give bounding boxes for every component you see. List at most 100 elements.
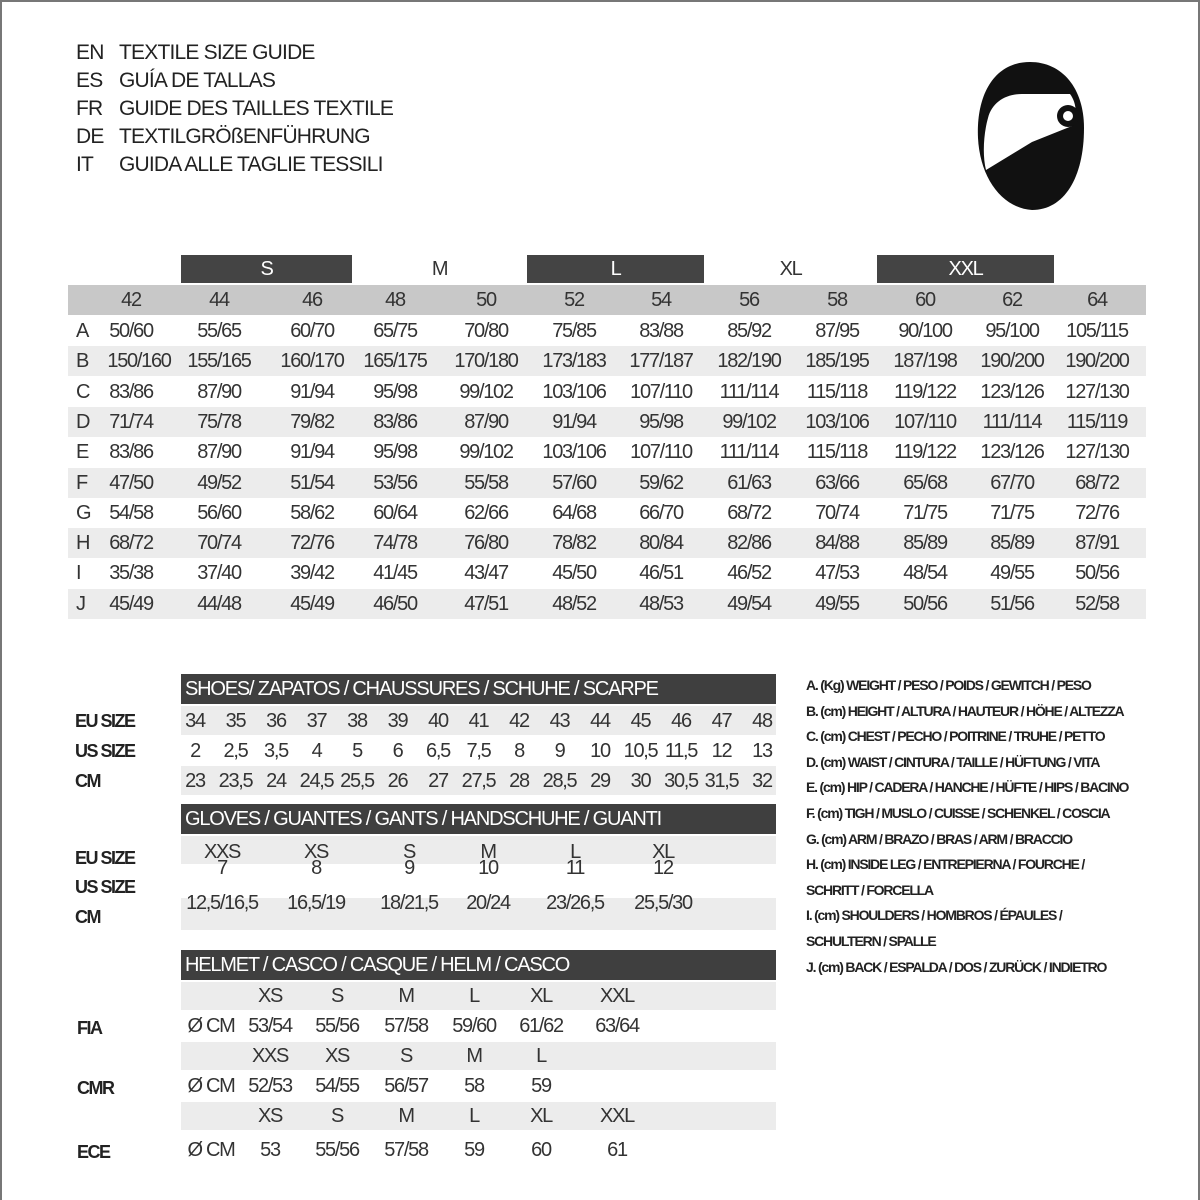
table-cell: 46/51 bbox=[639, 562, 684, 585]
title-line: EN TEXTILE SIZE GUIDE bbox=[76, 41, 315, 65]
table-cell: 61 bbox=[607, 1139, 628, 1161]
table-cell: 85/89 bbox=[903, 532, 948, 555]
legend-item: H. (cm) INSIDE LEG / ENTREPIERNA / FOURC… bbox=[806, 856, 1085, 873]
table-cell: 72/76 bbox=[290, 532, 335, 555]
table-cell: 87/90 bbox=[197, 380, 242, 403]
row-label: EU SIZE bbox=[75, 711, 136, 731]
helmet-standard-label: FIA bbox=[77, 1018, 103, 1038]
table-cell: 59/60 bbox=[452, 1015, 497, 1037]
table-cell: 65/75 bbox=[373, 320, 418, 342]
table-cell: 55/56 bbox=[315, 1015, 360, 1037]
language-code: DE bbox=[76, 125, 104, 148]
table-cell: 173/183 bbox=[542, 350, 607, 373]
table-cell: 71/75 bbox=[903, 501, 948, 524]
table-cell: 18/21,5 bbox=[380, 892, 439, 914]
legend-item: A. (Kg) WEIGHT / PESO / POIDS / GEWITCH … bbox=[806, 677, 1092, 693]
row-stripe bbox=[68, 588, 1146, 619]
size-number: 44 bbox=[209, 289, 230, 311]
table-cell: 50/56 bbox=[903, 592, 948, 615]
table-cell: 82/86 bbox=[727, 532, 772, 555]
table-cell: 103/106 bbox=[542, 441, 607, 464]
table-cell: 53/56 bbox=[373, 471, 418, 494]
table-cell: L bbox=[570, 841, 581, 863]
row-stripe bbox=[68, 406, 1146, 437]
table-cell: 54/55 bbox=[315, 1075, 360, 1097]
table-cell: 160/170 bbox=[280, 350, 345, 373]
legend-item: SCHULTERN / SPALLE bbox=[806, 933, 937, 949]
table-cell: 57/60 bbox=[552, 471, 597, 494]
row-stripe bbox=[181, 1102, 776, 1130]
row-stripe bbox=[181, 766, 776, 795]
size-number: 60 bbox=[915, 289, 936, 311]
table-cell: 45/50 bbox=[552, 562, 597, 585]
row-label: US SIZE bbox=[75, 741, 136, 761]
legend-item: SCHRITT / FORCELLA bbox=[806, 881, 934, 898]
row-label: F bbox=[76, 471, 88, 494]
table-cell: 70/80 bbox=[464, 320, 509, 342]
row-label: US SIZE bbox=[75, 877, 136, 897]
table-cell: 123/126 bbox=[980, 380, 1045, 403]
language-code: EN bbox=[76, 41, 104, 64]
table-cell: 71/74 bbox=[109, 410, 154, 433]
row-label: I bbox=[76, 562, 82, 585]
table-cell: 75/78 bbox=[197, 410, 242, 433]
table-cell: M bbox=[480, 841, 497, 863]
table-cell: 11 bbox=[565, 857, 585, 879]
table-cell: 75/85 bbox=[552, 320, 597, 342]
table-cell: 95/98 bbox=[373, 441, 418, 464]
table-cell: 41 bbox=[468, 710, 490, 732]
table-cell: 35 bbox=[225, 710, 247, 732]
size-number: 56 bbox=[739, 289, 760, 311]
table-cell: 52/53 bbox=[248, 1075, 293, 1097]
table-cell: 47/50 bbox=[109, 471, 154, 494]
table-cell: 53/54 bbox=[248, 1015, 293, 1037]
table-cell: 13 bbox=[752, 740, 773, 762]
table-cell: 9 bbox=[404, 857, 415, 879]
helmet-size: M bbox=[398, 985, 415, 1007]
table-cell: 107/110 bbox=[630, 441, 693, 464]
table-cell: 46/52 bbox=[727, 562, 772, 585]
table-cell: 10 bbox=[590, 740, 611, 762]
table-cell: 63/66 bbox=[815, 471, 860, 494]
size-header-bar bbox=[68, 285, 1146, 315]
table-cell: 30 bbox=[630, 770, 652, 792]
helmet-size: XXL bbox=[600, 985, 635, 1007]
legend-item: F. (cm) TIGH / MUSLO / CUISSE / SCHENKEL… bbox=[806, 805, 1111, 821]
table-cell: 48/52 bbox=[552, 592, 597, 615]
legend-item: D. (cm) WAIST / CINTURA / TAILLE / HÜFTU… bbox=[806, 753, 1100, 770]
title-line: ES GUÍA DE TALLAS bbox=[76, 69, 276, 93]
helmet-size: L bbox=[536, 1045, 547, 1067]
table-cell: 46 bbox=[671, 710, 692, 732]
helmet-header: HELMET / CASCO / CASQUE / HELM / CASCO bbox=[181, 950, 776, 980]
size-band-label: S bbox=[260, 258, 273, 280]
table-cell: 87/90 bbox=[197, 441, 242, 464]
table-cell: 63/64 bbox=[595, 1015, 640, 1037]
table-cell: 68/72 bbox=[1075, 471, 1120, 494]
table-cell: 55/58 bbox=[464, 471, 509, 494]
table-cell: 72/76 bbox=[1075, 501, 1120, 524]
table-cell: 47 bbox=[711, 710, 733, 732]
table-cell: 115/118 bbox=[806, 380, 869, 403]
table-cell: 53 bbox=[260, 1139, 281, 1161]
table-cell: 39/42 bbox=[290, 562, 335, 585]
helmet-size: S bbox=[330, 985, 344, 1007]
table-cell: 32 bbox=[752, 770, 773, 792]
row-label: C bbox=[76, 380, 90, 403]
table-cell: 40 bbox=[428, 710, 449, 732]
table-cell: 48/54 bbox=[903, 562, 948, 585]
table-cell: 71/75 bbox=[990, 501, 1035, 524]
row-label: J bbox=[76, 592, 86, 615]
size-band-label: XL bbox=[779, 258, 803, 280]
table-cell: 49/55 bbox=[815, 592, 860, 615]
table-cell: 8 bbox=[311, 857, 322, 879]
table-cell: 123/126 bbox=[980, 441, 1045, 464]
table-cell: 2,5 bbox=[223, 740, 249, 762]
table-cell: 23,5 bbox=[218, 770, 254, 792]
gloves-header: GLOVES / GUANTES / GANTS / HANDSCHUHE / … bbox=[181, 804, 776, 834]
row-stripe bbox=[68, 528, 1146, 559]
table-cell: 177/187 bbox=[629, 350, 694, 373]
table-cell: 83/88 bbox=[639, 320, 684, 342]
table-cell: 38 bbox=[347, 710, 368, 732]
row-label: E bbox=[76, 441, 89, 464]
table-cell: 78/82 bbox=[552, 532, 597, 555]
